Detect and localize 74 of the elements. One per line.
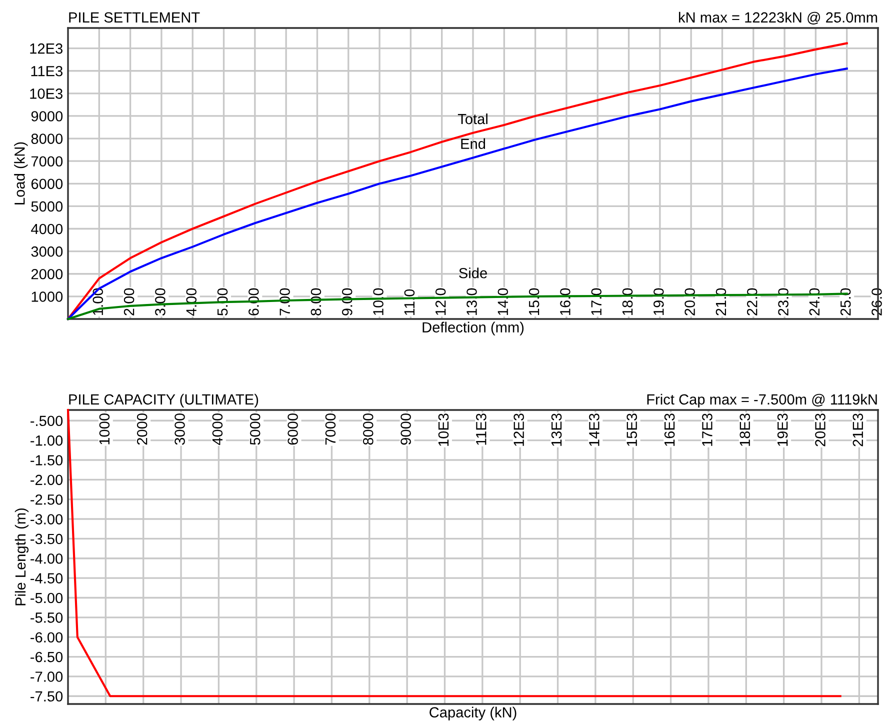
y-axis-title: Pile Length (m) bbox=[14, 508, 29, 606]
x-tick-label: 3000 bbox=[174, 414, 185, 445]
x-tick-label: 19E3 bbox=[777, 414, 788, 446]
x-tick-label: 8.00 bbox=[310, 288, 322, 316]
y-tick-label: -1.00 bbox=[30, 435, 63, 446]
x-tick-label: 16E3 bbox=[664, 414, 675, 446]
chart-title: PILE CAPACITY (ULTIMATE) bbox=[69, 394, 258, 408]
x-axis-title: Deflection (mm) bbox=[422, 322, 524, 336]
y-tick-label: 3000 bbox=[31, 246, 63, 257]
y-tick-label: -7.00 bbox=[30, 672, 63, 682]
x-tick-label: 6000 bbox=[288, 414, 298, 445]
y-tick-label: -6.00 bbox=[30, 632, 63, 643]
y-tick-label: -4.00 bbox=[30, 553, 63, 564]
x-tick-label: 12E3 bbox=[514, 414, 524, 446]
x-tick-label: 13.0 bbox=[466, 288, 477, 315]
x-tick-label: 2.00 bbox=[124, 288, 134, 316]
x-tick-label: 2000 bbox=[136, 414, 148, 445]
y-tick-label: -5.50 bbox=[30, 612, 63, 623]
x-tick-label: 16.0 bbox=[560, 288, 570, 315]
y-tick-label: -6.50 bbox=[30, 652, 63, 662]
y-tick-label: 9000 bbox=[31, 111, 63, 122]
x-tick-label: 21E3 bbox=[852, 414, 864, 446]
y-tick-label: 10E3 bbox=[30, 88, 62, 99]
x-tick-label: 7.00 bbox=[280, 288, 290, 316]
y-tick-label: -3.00 bbox=[30, 514, 63, 524]
y-axis-title: Load (kN) bbox=[14, 142, 28, 204]
y-tick-label: 5000 bbox=[31, 201, 63, 212]
x-tick-label: 12.0 bbox=[435, 288, 446, 315]
x-tick-label: 18E3 bbox=[740, 414, 750, 446]
y-tick-label: -5.00 bbox=[30, 592, 63, 604]
y-tick-label: 4000 bbox=[31, 224, 63, 234]
x-tick-label: 14E3 bbox=[589, 414, 600, 446]
x-tick-label: 17E3 bbox=[702, 414, 712, 446]
x-tick-label: 11.0 bbox=[404, 289, 415, 315]
x-tick-label: 10E3 bbox=[438, 414, 449, 446]
x-tick-label: 9000 bbox=[400, 414, 411, 445]
y-tick-label: 11E3 bbox=[31, 66, 62, 76]
y-tick-label: 2000 bbox=[31, 268, 63, 280]
x-tick-label: 20.0 bbox=[684, 288, 695, 316]
x-tick-label: 13E3 bbox=[551, 414, 562, 446]
x-tick-label: 7000 bbox=[325, 414, 336, 445]
x-tick-label: 3.00 bbox=[155, 288, 166, 316]
y-tick-label: -1.50 bbox=[30, 455, 63, 466]
y-tick-label: -.500 bbox=[30, 416, 63, 426]
y-tick-label: -7.50 bbox=[30, 691, 63, 702]
annotation: Side bbox=[459, 268, 487, 278]
y-tick-label: -2.50 bbox=[30, 494, 63, 505]
x-tick-label: 9.00 bbox=[342, 288, 352, 316]
y-tick-label: 7000 bbox=[31, 156, 63, 167]
y-tick-label: -4.50 bbox=[30, 573, 63, 584]
chart-subtitle: Frict Cap max = -7.500m @ 1119kN bbox=[647, 394, 877, 408]
x-tick-label: 15E3 bbox=[626, 414, 638, 446]
annotation: End bbox=[461, 138, 486, 150]
x-tick-label: 15.0 bbox=[528, 288, 540, 315]
y-tick-label: 8000 bbox=[31, 134, 63, 144]
x-tick-label: 10.0 bbox=[373, 288, 384, 315]
annotation: Total bbox=[458, 113, 488, 124]
x-tick-label: 19.0 bbox=[654, 288, 664, 315]
x-tick-label: 8000 bbox=[362, 414, 374, 445]
x-tick-label: 4000 bbox=[212, 414, 223, 446]
x-tick-label: 1000 bbox=[99, 414, 110, 444]
x-axis-title: Capacity (kN) bbox=[430, 706, 516, 720]
y-tick-label: 12E3 bbox=[30, 43, 62, 54]
y-tick-label: 6000 bbox=[31, 178, 63, 190]
y-tick-label: -3.50 bbox=[30, 534, 63, 544]
x-tick-label: 5000 bbox=[250, 414, 260, 445]
x-tick-label: 14.0 bbox=[498, 288, 508, 315]
x-tick-label: 18.0 bbox=[622, 288, 633, 315]
x-tick-label: 11E3 bbox=[476, 414, 486, 445]
chart-title: PILE SETTLEMENT bbox=[69, 12, 200, 23]
x-tick-label: 17.0 bbox=[591, 288, 602, 315]
y-tick-label: -2.00 bbox=[30, 474, 63, 486]
chart-subtitle: kN max = 12223kN @ 25.0mm bbox=[678, 12, 878, 24]
x-tick-label: 20E3 bbox=[815, 414, 826, 446]
